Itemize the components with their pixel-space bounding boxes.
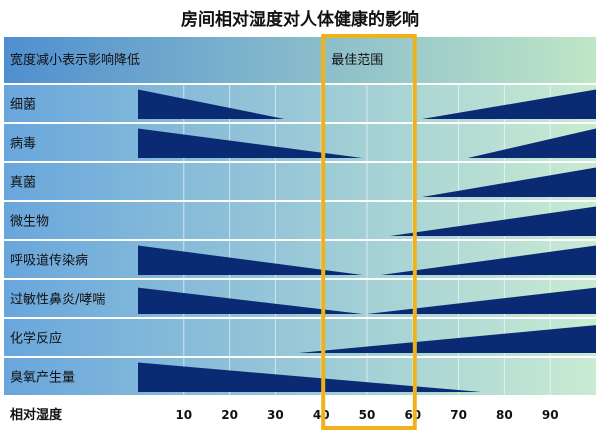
decreasing-effect-band: [138, 362, 482, 392]
x-tick-label: 80: [496, 408, 513, 422]
increasing-effect-band: [467, 128, 596, 158]
increasing-effect-band: [421, 167, 596, 197]
series-label: 过敏性鼻炎/哮喘: [10, 292, 105, 308]
band-layer: [138, 89, 596, 392]
decreasing-effect-band: [138, 128, 363, 158]
decreasing-effect-band: [138, 89, 285, 119]
increasing-effect-band: [298, 325, 596, 353]
x-tick-label: 10: [175, 408, 192, 422]
optimal-range-label: 最佳范围: [331, 53, 383, 68]
increasing-effect-band: [421, 89, 596, 119]
x-tick-label: 30: [267, 408, 284, 422]
x-tick-label: 20: [221, 408, 238, 422]
series-label: 细菌: [10, 98, 36, 113]
increasing-effect-band: [367, 287, 596, 314]
axis-strip: [4, 399, 596, 429]
optimal-range-highlight: [321, 34, 417, 430]
x-tick-label: 50: [359, 408, 376, 422]
x-axis-label: 相对湿度: [10, 407, 63, 423]
decreasing-effect-band: [138, 245, 363, 275]
chart-subtitle: 宽度减小表示影响降低: [10, 52, 140, 68]
series-label: 微生物: [10, 215, 49, 230]
series-label: 病毒: [10, 137, 36, 152]
x-tick-label: 70: [450, 408, 467, 422]
tick-layer: 10 20 30 40 50 60 70 80 90: [175, 408, 558, 422]
increasing-effect-band: [389, 206, 596, 236]
chart-title: 房间相对湿度对人体健康的影响: [181, 9, 419, 30]
x-tick-label: 90: [542, 408, 559, 422]
series-label: 真菌: [10, 176, 36, 191]
series-label: 化学反应: [10, 331, 62, 347]
series-label: 臭氧产生量: [10, 371, 75, 386]
x-tick-label: 60: [404, 408, 421, 422]
decreasing-effect-band: [138, 287, 363, 314]
header-band: [4, 37, 596, 83]
series-label: 呼吸道传染病: [10, 254, 88, 269]
increasing-effect-band: [380, 245, 596, 275]
